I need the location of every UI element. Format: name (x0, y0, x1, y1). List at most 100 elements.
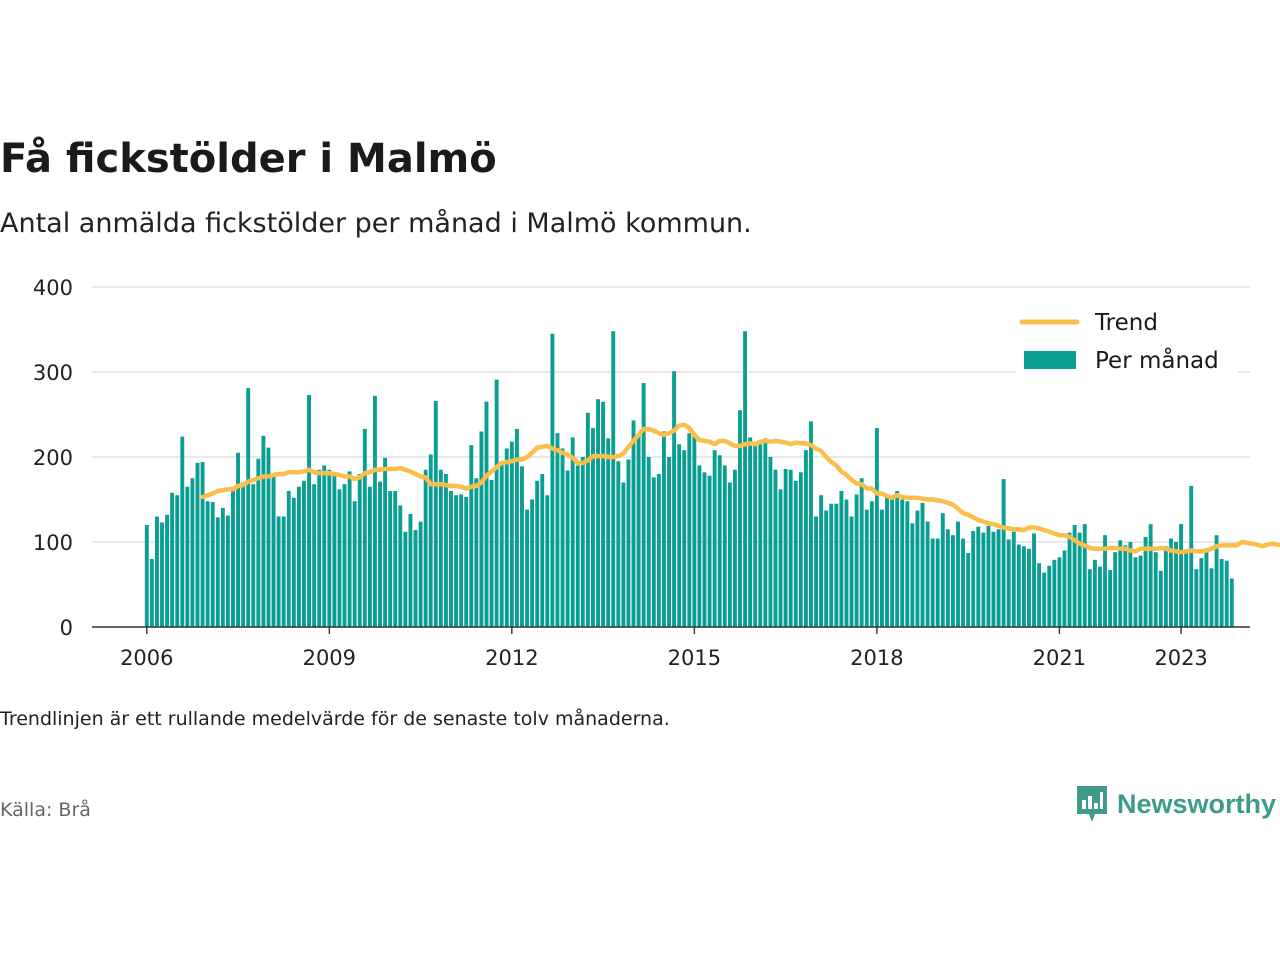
bar (474, 478, 479, 627)
bar (383, 457, 388, 627)
bar (428, 454, 433, 627)
y-tick-label: 100 (33, 531, 73, 555)
bar (276, 516, 281, 627)
bar (717, 455, 722, 627)
bar (763, 438, 768, 627)
bar (154, 516, 159, 627)
x-tick-label: 2023 (1154, 646, 1207, 670)
bar (956, 521, 960, 627)
y-tick-label: 0 (60, 616, 73, 640)
legend: Trend Per månad (1016, 304, 1238, 380)
bar (900, 499, 905, 627)
bar (1229, 578, 1234, 627)
bar-series (144, 331, 1234, 627)
bar (1184, 550, 1189, 627)
bar (575, 465, 580, 627)
bar (443, 474, 448, 627)
bar (565, 470, 570, 627)
bar (707, 475, 712, 627)
bar (570, 437, 575, 627)
x-tick-label: 2018 (850, 646, 903, 670)
chart-title: Få fickstölder i Malmö (0, 136, 497, 182)
bar (849, 516, 854, 627)
legend-bar-swatch (1024, 351, 1076, 369)
bar (829, 503, 834, 627)
bar (758, 444, 763, 627)
bar (981, 532, 986, 627)
bar (388, 491, 393, 627)
bar (930, 538, 935, 627)
bar (1087, 569, 1092, 627)
bar (1168, 538, 1173, 627)
bar (616, 461, 621, 627)
bar (550, 333, 555, 627)
bar (367, 486, 372, 627)
bar (991, 531, 996, 627)
legend-trend-label: Trend (1094, 310, 1158, 336)
bar (631, 420, 636, 627)
bar (545, 495, 550, 627)
bar (656, 474, 661, 627)
bar (170, 492, 175, 627)
bar (895, 491, 900, 627)
bar (540, 474, 545, 627)
bar (809, 421, 813, 627)
bar (149, 559, 154, 627)
bar (1037, 563, 1042, 627)
bar (373, 395, 377, 627)
bar (1138, 555, 1143, 627)
bar (413, 530, 418, 627)
x-tick-label: 2021 (1033, 646, 1086, 670)
bar (332, 474, 337, 627)
newsworthy-logo-icon (1076, 786, 1107, 822)
bar (469, 445, 474, 627)
bar (560, 448, 565, 627)
bar (1103, 535, 1107, 627)
bar (1052, 559, 1057, 627)
x-tick-label: 2015 (668, 646, 721, 670)
bar (286, 491, 291, 627)
bar (1042, 572, 1047, 627)
bar (317, 469, 322, 627)
bar (504, 448, 509, 627)
y-tick-label: 400 (33, 276, 73, 300)
bar (180, 436, 185, 627)
bar (200, 462, 205, 627)
bar (555, 433, 560, 627)
bar (165, 514, 170, 627)
bar (1108, 570, 1113, 627)
bar (738, 410, 742, 627)
bar (520, 466, 524, 627)
bar (814, 516, 818, 627)
bar (864, 509, 869, 627)
bar (1163, 546, 1168, 627)
bar (347, 471, 352, 627)
gridlines (92, 286, 1250, 543)
bar (312, 484, 317, 627)
brand-logo[interactable]: Newsworthy (1075, 784, 1276, 824)
bar (393, 491, 398, 627)
bar (854, 494, 859, 627)
x-tick-label: 2012 (485, 646, 538, 670)
bar (682, 450, 687, 627)
bar (702, 472, 707, 627)
bar (778, 489, 783, 627)
bar (302, 480, 306, 627)
bar (1179, 524, 1184, 627)
bar (337, 489, 342, 627)
bar (342, 484, 347, 627)
bar (1098, 566, 1102, 627)
bar (601, 401, 606, 627)
bar (459, 494, 464, 627)
bar (494, 379, 499, 627)
bar (1006, 539, 1011, 627)
bar (844, 499, 849, 627)
bar (271, 474, 276, 627)
bar (596, 399, 600, 627)
bar (677, 444, 682, 627)
legend-bar-label: Per månad (1095, 346, 1219, 374)
axes: 0 100 200 300 400 2006 2009 2012 2015 2018 2021 202… (33, 276, 1250, 670)
bar (1082, 524, 1087, 627)
bar (611, 331, 616, 627)
bar (266, 447, 271, 627)
